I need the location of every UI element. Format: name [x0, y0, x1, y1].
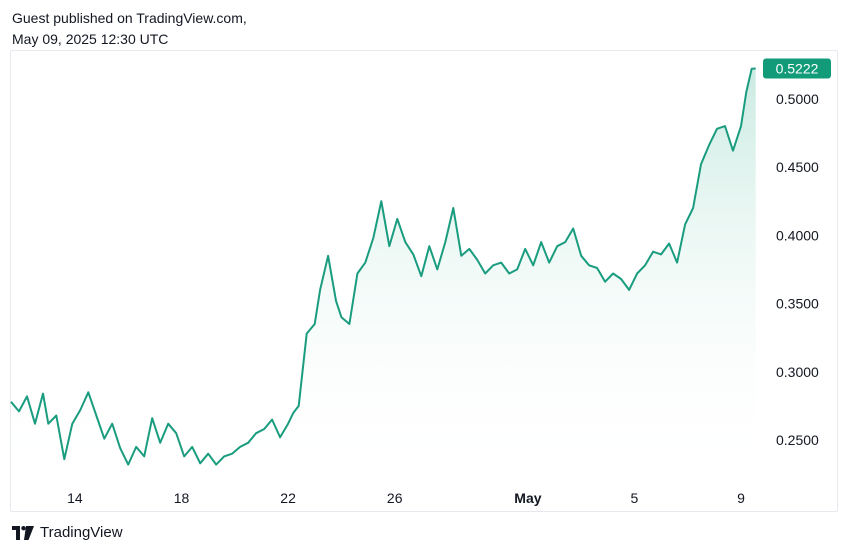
tradingview-logo-icon[interactable]: [12, 525, 34, 540]
publish-byline: Guest published on TradingView.com,: [12, 10, 247, 26]
price-line-series-0[interactable]: [10, 67, 756, 466]
x-tick-label: 9: [737, 490, 745, 506]
x-tick-label: 14: [67, 490, 83, 506]
x-tick-label: May: [514, 490, 541, 506]
x-tick-label: 5: [631, 490, 639, 506]
last-price-badge: [763, 58, 831, 79]
y-tick-label: 0.3500: [776, 296, 819, 312]
last-price-label: 0.5222: [776, 61, 819, 77]
price-area-fill: [11, 68, 756, 481]
y-tick-label: 0.5000: [776, 91, 819, 107]
footer: TradingView: [12, 524, 123, 541]
publish-timestamp: May 09, 2025 12:30 UTC: [12, 31, 169, 47]
x-tick-label: 26: [387, 490, 403, 506]
y-tick-label: 0.4000: [776, 227, 819, 243]
y-tick-label: 0.2500: [776, 432, 819, 448]
x-tick-label: 22: [280, 490, 296, 506]
chart-frame: [10, 50, 838, 512]
x-tick-label: 18: [174, 490, 190, 506]
publish-info: Guest published on TradingView.com, May …: [12, 8, 247, 50]
footer-brand[interactable]: TradingView: [40, 524, 123, 541]
y-tick-label: 0.4500: [776, 159, 819, 175]
y-tick-label: 0.3000: [776, 364, 819, 380]
